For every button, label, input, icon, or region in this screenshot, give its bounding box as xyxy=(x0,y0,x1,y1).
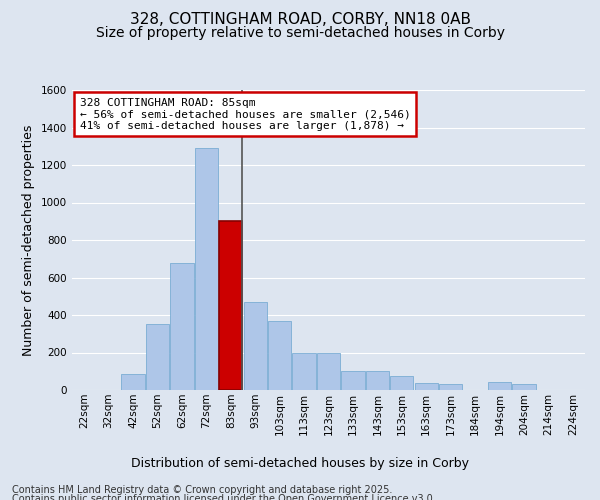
Bar xyxy=(390,376,413,390)
Bar xyxy=(219,221,242,390)
Text: Contains public sector information licensed under the Open Government Licence v3: Contains public sector information licen… xyxy=(12,494,436,500)
Bar xyxy=(121,374,145,390)
Bar xyxy=(415,384,438,390)
Bar xyxy=(292,352,316,390)
Bar xyxy=(317,354,340,390)
Bar xyxy=(146,324,169,390)
Bar xyxy=(195,148,218,390)
Bar xyxy=(341,371,365,390)
Bar xyxy=(488,382,511,390)
Bar xyxy=(268,320,291,390)
Y-axis label: Number of semi-detached properties: Number of semi-detached properties xyxy=(22,124,35,356)
Text: Distribution of semi-detached houses by size in Corby: Distribution of semi-detached houses by … xyxy=(131,458,469,470)
Bar xyxy=(439,384,462,390)
Bar xyxy=(170,262,194,390)
Text: 328 COTTINGHAM ROAD: 85sqm
← 56% of semi-detached houses are smaller (2,546)
41%: 328 COTTINGHAM ROAD: 85sqm ← 56% of semi… xyxy=(80,98,410,130)
Text: Size of property relative to semi-detached houses in Corby: Size of property relative to semi-detach… xyxy=(95,26,505,40)
Text: Contains HM Land Registry data © Crown copyright and database right 2025.: Contains HM Land Registry data © Crown c… xyxy=(12,485,392,495)
Bar xyxy=(512,384,536,390)
Bar xyxy=(366,371,389,390)
Text: 328, COTTINGHAM ROAD, CORBY, NN18 0AB: 328, COTTINGHAM ROAD, CORBY, NN18 0AB xyxy=(130,12,470,28)
Bar xyxy=(244,302,267,390)
